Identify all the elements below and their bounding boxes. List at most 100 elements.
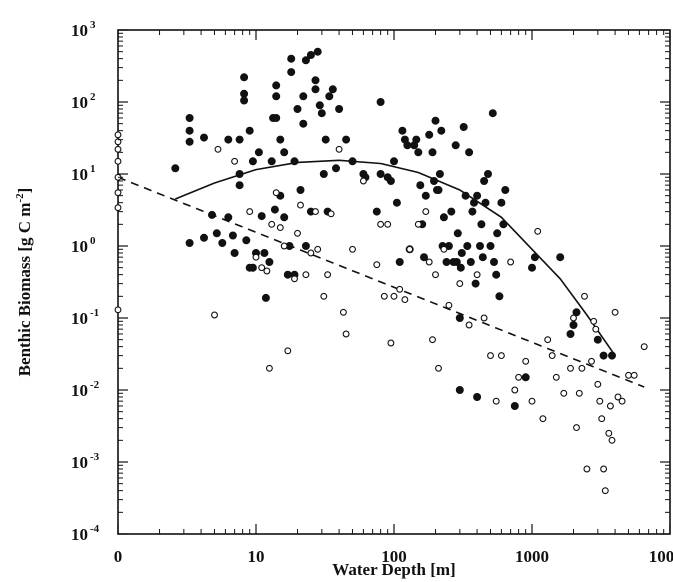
open-data-point <box>314 245 322 253</box>
open-data-point <box>492 397 500 405</box>
solid-fit-curve <box>174 159 616 357</box>
filled-data-point <box>428 148 437 157</box>
filled-data-point <box>272 114 281 123</box>
open-data-point <box>596 397 604 405</box>
filled-data-point <box>451 141 460 150</box>
filled-data-point <box>254 148 263 157</box>
filled-data-point <box>461 191 470 200</box>
open-data-point <box>342 330 350 338</box>
filled-data-point <box>530 253 539 262</box>
filled-data-point <box>265 257 274 266</box>
open-data-point <box>601 487 609 495</box>
open-data-point <box>528 397 536 405</box>
open-data-point <box>324 271 332 279</box>
open-data-point <box>387 339 395 347</box>
open-data-point <box>114 145 122 153</box>
open-data-point <box>539 415 547 423</box>
filled-data-point <box>301 241 310 250</box>
filled-data-point <box>230 248 239 257</box>
filled-data-point <box>429 176 438 185</box>
filled-data-point <box>272 92 281 101</box>
filled-data-point <box>372 207 381 216</box>
filled-data-point <box>235 135 244 144</box>
filled-data-point <box>218 238 227 247</box>
open-data-point <box>522 357 530 365</box>
open-data-point <box>614 393 622 401</box>
open-data-point <box>552 373 560 381</box>
open-data-point <box>214 145 222 153</box>
filled-data-point <box>593 335 602 344</box>
open-data-point <box>480 314 488 322</box>
filled-data-point <box>389 157 398 166</box>
open-data-point <box>465 321 473 329</box>
open-data-point <box>384 220 392 228</box>
filled-data-point <box>313 47 322 56</box>
filled-data-point <box>386 176 395 185</box>
filled-data-point <box>398 126 407 135</box>
filled-data-point <box>466 257 475 266</box>
filled-data-point <box>455 385 464 394</box>
filled-data-point <box>376 169 385 178</box>
open-data-point <box>114 131 122 139</box>
filled-data-point <box>321 135 330 144</box>
open-data-point <box>425 258 433 266</box>
filled-data-point <box>468 207 477 216</box>
filled-data-point <box>235 181 244 190</box>
filled-data-point <box>287 68 296 77</box>
filled-data-point <box>301 56 310 65</box>
y-axis-label: Benthic Biomass [g C m-2] <box>14 188 34 377</box>
filled-data-point <box>456 263 465 272</box>
plot-frame <box>117 29 671 535</box>
y-tick-label: 10 -1 <box>71 307 99 328</box>
filled-data-point <box>328 85 337 94</box>
open-data-point <box>570 314 577 322</box>
open-data-point <box>600 465 608 473</box>
filled-data-point <box>566 329 575 338</box>
filled-data-point <box>492 270 501 279</box>
filled-data-point <box>325 92 334 101</box>
filled-data-point <box>240 73 249 82</box>
filled-data-point <box>455 313 464 322</box>
filled-data-point <box>569 320 578 329</box>
open-data-point <box>630 371 638 379</box>
filled-data-point <box>260 248 269 257</box>
x-tick-label: 1000 <box>515 547 549 566</box>
filled-data-point <box>257 212 266 221</box>
filled-data-point <box>477 220 486 229</box>
filled-data-point <box>376 98 385 107</box>
filled-data-point <box>419 253 428 262</box>
y-tick-label: 10 2 <box>71 91 96 112</box>
filled-data-point <box>276 135 285 144</box>
filled-data-point <box>290 157 299 166</box>
filled-data-point <box>480 176 489 185</box>
open-data-point <box>231 157 239 165</box>
open-data-point <box>390 292 398 300</box>
open-data-point <box>302 271 310 279</box>
filled-data-point <box>319 169 328 178</box>
filled-data-point <box>199 133 208 142</box>
open-data-point <box>544 336 552 344</box>
open-data-point <box>567 364 574 372</box>
filled-data-point <box>439 213 448 222</box>
filled-data-point <box>261 293 270 302</box>
filled-data-point <box>489 257 498 266</box>
filled-data-point <box>435 169 444 178</box>
open-data-point <box>507 258 515 266</box>
open-data-point <box>590 317 598 325</box>
open-data-point <box>263 267 271 275</box>
filled-data-point <box>510 401 519 410</box>
open-data-point <box>272 189 280 197</box>
filled-data-point <box>185 126 194 135</box>
y-tick-label: 10 0 <box>71 235 96 256</box>
open-data-point <box>534 227 542 235</box>
filled-data-point <box>599 351 608 360</box>
open-data-point <box>377 220 385 228</box>
open-data-point <box>291 275 298 283</box>
y-tick-label: 10 -4 <box>71 523 100 544</box>
filled-data-point <box>224 213 233 222</box>
open-data-point <box>307 249 315 257</box>
open-data-point <box>265 364 273 372</box>
open-data-point <box>276 224 284 232</box>
open-data-point <box>401 296 409 304</box>
y-tick-label: 10 -2 <box>71 379 100 400</box>
